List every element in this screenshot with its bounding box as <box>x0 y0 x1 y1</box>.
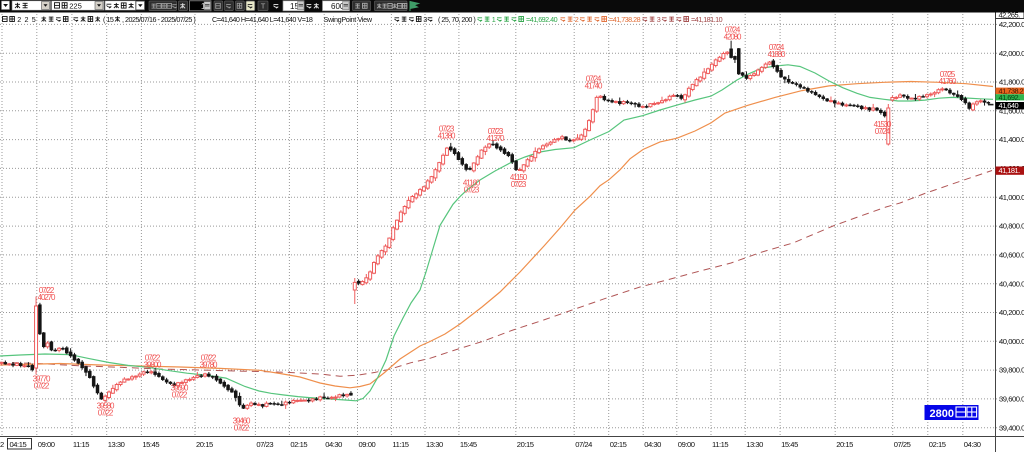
svg-text:42,265.: 42,265. <box>999 11 1021 20</box>
svg-text:=41,738.28: =41,738.28 <box>609 15 641 24</box>
svg-text:41,738.2: 41,738.2 <box>999 86 1024 95</box>
svg-text:40,200.0: 40,200.0 <box>999 308 1024 317</box>
svg-text:, 2025/07/16 - 2025/07/25 ): , 2025/07/16 - 2025/07/25 ) <box>122 15 195 24</box>
svg-text:07/23: 07/23 <box>511 180 527 189</box>
svg-text:07/23: 07/23 <box>464 185 480 194</box>
svg-text:07/24: 07/24 <box>575 440 592 449</box>
svg-text:02:15: 02:15 <box>929 440 946 449</box>
svg-text:13:30: 13:30 <box>746 440 763 449</box>
svg-text:11:15: 11:15 <box>712 440 728 449</box>
svg-text:( 15: ( 15 <box>103 15 114 24</box>
svg-text:=41,181.10: =41,181.10 <box>691 15 723 24</box>
svg-text:41880: 41880 <box>768 50 786 59</box>
svg-text:15:45: 15:45 <box>781 440 798 449</box>
svg-text:04:30: 04:30 <box>644 440 661 449</box>
svg-text:( 25, 70, 200 ): ( 25, 70, 200 ) <box>438 15 475 24</box>
svg-text:41,600.0: 41,600.0 <box>999 106 1024 115</box>
svg-text:09:00: 09:00 <box>678 440 695 449</box>
svg-text:07/24: 07/24 <box>875 127 891 136</box>
svg-text:07/24: 07/24 <box>586 74 602 83</box>
svg-text:39,400.0: 39,400.0 <box>999 423 1024 432</box>
svg-text:13:30: 13:30 <box>108 440 125 449</box>
svg-text:13:30: 13:30 <box>426 440 443 449</box>
svg-text:07/24: 07/24 <box>769 43 785 52</box>
svg-text:04:15: 04:15 <box>10 440 27 449</box>
svg-text:07/25: 07/25 <box>940 70 956 79</box>
svg-text:41,800.0: 41,800.0 <box>999 78 1024 87</box>
svg-text:02:15: 02:15 <box>610 440 627 449</box>
svg-text:40,400.0: 40,400.0 <box>999 279 1024 288</box>
svg-text:39800: 39800 <box>144 360 162 369</box>
svg-text:07/24: 07/24 <box>725 25 741 34</box>
svg-text:07/23: 07/23 <box>488 127 504 136</box>
svg-text:39,800.0: 39,800.0 <box>999 366 1024 375</box>
svg-text:04:30: 04:30 <box>964 440 981 449</box>
svg-text:40,000.0: 40,000.0 <box>999 337 1024 346</box>
svg-text:600: 600 <box>331 2 345 11</box>
svg-text:02:15: 02:15 <box>290 440 307 449</box>
svg-text:20:15: 20:15 <box>836 440 853 449</box>
svg-text:07/22: 07/22 <box>201 353 217 362</box>
svg-text:1: 1 <box>492 15 496 24</box>
svg-text:SwingPoint View: SwingPoint View <box>324 15 373 24</box>
svg-text:15: 15 <box>290 2 299 11</box>
svg-text:15:45: 15:45 <box>460 440 477 449</box>
svg-text:41740: 41740 <box>585 81 603 90</box>
svg-text:3: 3 <box>657 15 661 24</box>
svg-text:2800: 2800 <box>930 408 954 420</box>
svg-text:39,600.0: 39,600.0 <box>999 395 1024 404</box>
svg-text:T: T <box>261 2 266 11</box>
svg-text:=41,692.40: =41,692.40 <box>526 15 558 24</box>
svg-text:C=41,640 H=41,640 L=41,640 V=1: C=41,640 H=41,640 L=41,640 V=18 <box>212 15 313 24</box>
svg-text:1: 1 <box>201 2 206 11</box>
svg-text:40270: 40270 <box>38 293 56 302</box>
svg-text:11:15: 11:15 <box>73 440 89 449</box>
svg-text:20:15: 20:15 <box>196 440 213 449</box>
svg-text:41,640: 41,640 <box>999 101 1019 110</box>
svg-text:07/22: 07/22 <box>98 408 114 417</box>
svg-text:41530: 41530 <box>874 120 892 129</box>
svg-text:41,692.: 41,692. <box>999 93 1021 102</box>
svg-text:41,181.: 41,181. <box>999 166 1021 175</box>
svg-text:39460: 39460 <box>233 416 251 425</box>
svg-text:2: 2 <box>0 440 4 449</box>
svg-text:39780: 39780 <box>200 360 218 369</box>
svg-text:15:45: 15:45 <box>142 440 159 449</box>
svg-text:41760: 41760 <box>939 77 957 86</box>
svg-text:09:00: 09:00 <box>359 440 376 449</box>
svg-text:2: 2 <box>575 15 579 24</box>
svg-text:04:30: 04:30 <box>325 440 342 449</box>
svg-text:07/22: 07/22 <box>39 286 55 295</box>
svg-text:41380: 41380 <box>438 131 456 140</box>
svg-text:42,200.0: 42,200.0 <box>999 20 1024 29</box>
svg-text:07/22: 07/22 <box>34 381 50 390</box>
svg-text:40,600.0: 40,600.0 <box>999 251 1024 260</box>
svg-text:41150: 41150 <box>510 173 528 182</box>
svg-text:42,000.0: 42,000.0 <box>999 49 1024 58</box>
svg-text:39770: 39770 <box>33 374 51 383</box>
svg-text:20:15: 20:15 <box>517 440 534 449</box>
svg-text:41,000.0: 41,000.0 <box>999 193 1024 202</box>
svg-text:41160: 41160 <box>463 178 481 187</box>
svg-text:09:00: 09:00 <box>38 440 55 449</box>
svg-text:41,400.0: 41,400.0 <box>999 135 1024 144</box>
svg-text:11:15: 11:15 <box>392 440 408 449</box>
svg-text:07/25: 07/25 <box>894 440 911 449</box>
svg-text:39690: 39690 <box>171 384 189 393</box>
svg-text:225: 225 <box>69 2 82 11</box>
svg-text:40,800.0: 40,800.0 <box>999 222 1024 231</box>
svg-text:42080: 42080 <box>724 32 742 41</box>
svg-text:39580: 39580 <box>97 401 115 410</box>
svg-text:07/22: 07/22 <box>145 353 161 362</box>
svg-text:2: 2 <box>25 15 29 24</box>
svg-text:3: 3 <box>423 15 427 24</box>
svg-text:2: 2 <box>17 15 21 24</box>
svg-text:5: 5 <box>32 15 36 24</box>
svg-text:07/22: 07/22 <box>234 423 250 432</box>
svg-text:41370: 41370 <box>487 134 505 143</box>
svg-text:07/23: 07/23 <box>256 440 273 449</box>
svg-text:07/23: 07/23 <box>439 124 455 133</box>
svg-text:07/22: 07/22 <box>172 391 188 400</box>
